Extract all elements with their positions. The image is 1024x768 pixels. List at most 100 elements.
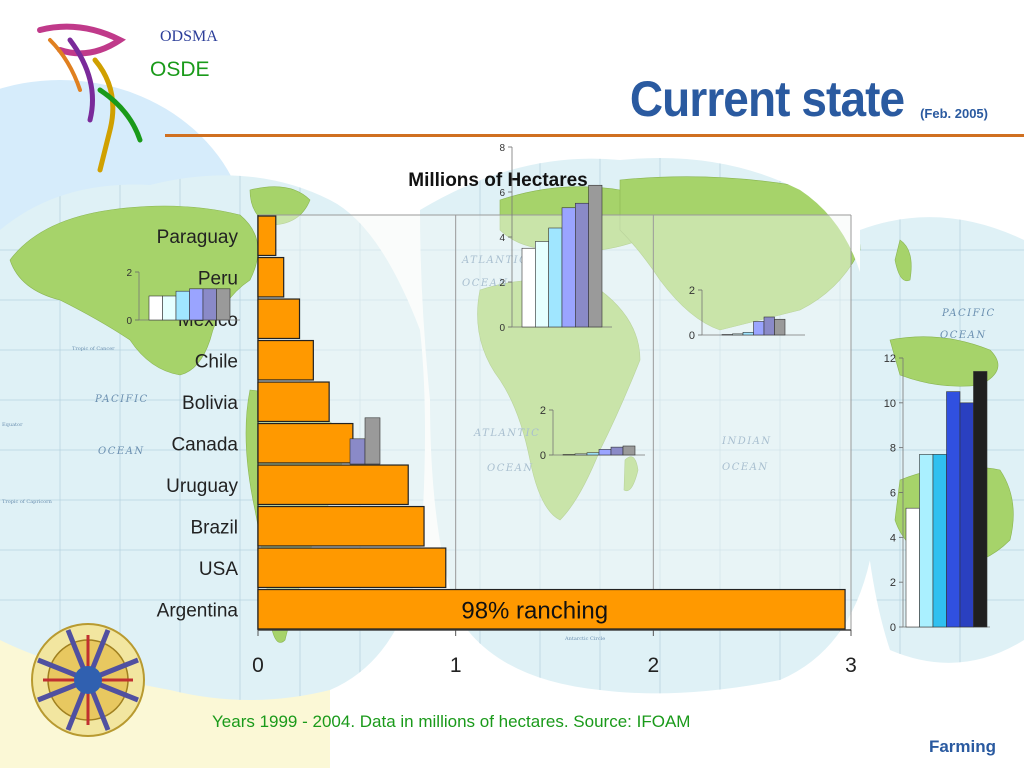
mini-y-tick-label: 6: [499, 188, 505, 199]
north-america-mini-chart: 02: [126, 268, 240, 327]
mini-bar: [732, 333, 744, 336]
category-label-brazil: Brazil: [190, 517, 238, 538]
mini-bar: [574, 453, 588, 456]
mini-bar: [959, 402, 974, 628]
mini-bar: [598, 449, 612, 456]
org-name-odsma: ODSMA: [160, 28, 218, 45]
mini-bar: [162, 295, 177, 321]
bar-bolivia: [257, 381, 330, 423]
category-label-canada: Canada: [171, 434, 238, 455]
map-labels: ATLANTIC OCEAN PACIFIC OCEAN PACIFIC OCE…: [2, 255, 996, 642]
bar-argentina: [257, 588, 846, 630]
mini-y-tick-label: 0: [126, 316, 132, 327]
africa-mini-chart: 02: [540, 405, 645, 462]
bar-mexico: [257, 298, 301, 340]
bar-uruguay: [257, 464, 409, 506]
category-label-usa: USA: [199, 559, 238, 580]
south-america-mini-chart: [349, 417, 381, 465]
mini-bar: [946, 391, 961, 628]
mini-bar: [548, 227, 563, 328]
mini-bar: [575, 202, 589, 328]
main-bar-chart: 0 1 2 3 Millions of Hectares Argentina USA Braz…: [157, 170, 857, 677]
page-title-date: (Feb. 2005): [920, 106, 988, 121]
mini-bar: [742, 331, 754, 336]
atlantic-label-2: ATLANTIC: [473, 428, 540, 439]
category-label-chile: Chile: [195, 351, 238, 372]
odsma-logo-icon: [37, 23, 143, 173]
tropic-cancer-label: Tropic of Cancer: [72, 346, 115, 352]
mini-y-tick-label: 6: [890, 488, 896, 500]
pacific-label-2: PACIFIC: [941, 308, 996, 319]
category-label-uruguay: Uruguay: [166, 476, 238, 497]
x-tick-label: 3: [845, 654, 857, 677]
ocean-label-5: OCEAN: [487, 463, 534, 474]
mini-bar: [586, 452, 600, 456]
mini-bar: [535, 241, 549, 328]
x-tick-label: 0: [252, 654, 264, 677]
mini-y-tick-label: 0: [499, 323, 505, 334]
indian-label: INDIAN: [721, 436, 772, 447]
mini-y-tick-label: 0: [540, 450, 546, 462]
category-label-argentina: Argentina: [157, 600, 239, 621]
mini-bar: [148, 295, 163, 321]
footer-section-label: Farming: [928, 737, 996, 756]
x-tick-label: 2: [647, 654, 659, 677]
mini-y-tick-label: 0: [890, 622, 896, 634]
equator-label: Equator: [2, 422, 23, 428]
mini-bar: [202, 288, 217, 321]
category-label-peru: Peru: [198, 268, 238, 289]
mini-y-tick-label: 8: [499, 143, 505, 154]
mini-y-tick-label: 8: [890, 443, 896, 455]
mini-bar: [189, 288, 204, 321]
antarctic-circle-label: Antarctic Circle: [564, 636, 605, 642]
source-footnote: Years 1999 - 2004. Data in millions of h…: [212, 712, 691, 731]
tropic-capricorn-label: Tropic of Capricorn: [2, 499, 53, 505]
mini-bar: [588, 184, 603, 328]
title-divider: [165, 134, 1024, 137]
ocean-label-3: OCEAN: [940, 330, 987, 341]
bar-peru: [257, 256, 285, 298]
mini-bar: [763, 316, 775, 336]
mini-bar: [175, 290, 190, 321]
mini-bar: [561, 207, 576, 328]
mini-y-tick-label: 2: [689, 285, 695, 297]
ranching-annotation: 98% ranching: [461, 597, 608, 624]
mini-y-tick-label: 2: [499, 278, 505, 289]
mini-bar: [622, 445, 636, 456]
ocean-label-2: OCEAN: [98, 446, 145, 457]
mini-bar: [753, 321, 765, 336]
ocean-label-1: OCEAN: [462, 278, 509, 289]
mini-y-tick-label: 2: [890, 577, 896, 589]
mini-bar: [774, 318, 786, 336]
mini-y-tick-label: 2: [540, 405, 546, 417]
x-tick-label: 1: [450, 654, 462, 677]
mini-bar: [932, 454, 947, 628]
mini-y-tick-label: 10: [884, 398, 896, 410]
mini-bar: [905, 507, 920, 628]
mini-bar: [364, 417, 381, 465]
mini-y-tick-label: 12: [884, 353, 896, 365]
oceania-mini-chart: 0 2 4 6 8 10 12: [884, 353, 990, 634]
page-title: Current state: [629, 71, 905, 127]
asia-mini-chart: 02: [689, 285, 805, 342]
category-label-bolivia: Bolivia: [182, 393, 238, 414]
atlantic-label-1: ATLANTIC: [461, 255, 528, 266]
oas-seal-icon: [31, 623, 145, 737]
mini-bar: [216, 288, 231, 321]
mini-y-tick-label: 0: [689, 330, 695, 342]
bar-usa: [257, 547, 447, 589]
mini-bar: [521, 247, 536, 328]
mini-y-tick-label: 2: [126, 268, 132, 279]
mini-y-tick-label: 4: [890, 532, 896, 544]
europe-mini-chart: 0 2 4 6 8: [499, 143, 612, 334]
category-label-paraguay: Paraguay: [157, 227, 239, 248]
mini-bar: [610, 446, 624, 456]
mini-bar: [349, 438, 366, 465]
mini-y-tick-label: 4: [499, 233, 505, 244]
bar-chile: [257, 339, 314, 381]
pacific-label-1: PACIFIC: [94, 394, 149, 405]
mini-bar: [919, 454, 934, 628]
org-name-osde: OSDE: [150, 58, 210, 81]
bar-brazil: [257, 505, 425, 547]
